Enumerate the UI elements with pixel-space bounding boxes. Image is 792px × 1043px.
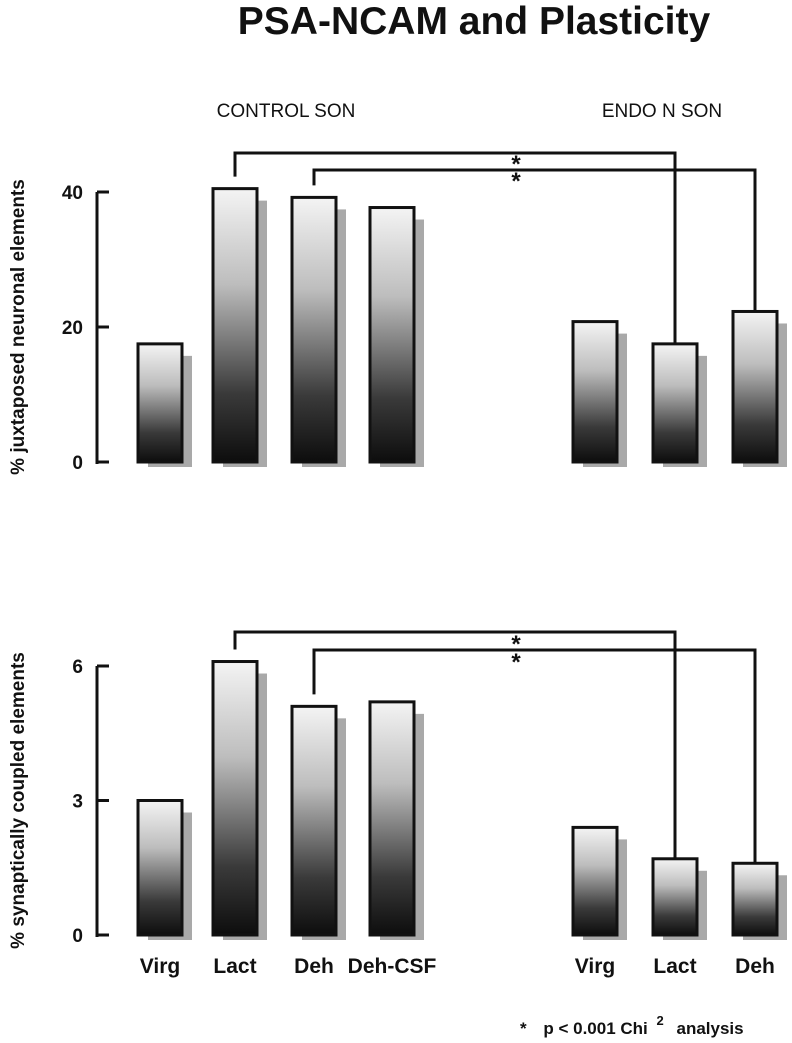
category-label-5: Lact: [653, 955, 696, 978]
category-label-2: Deh: [294, 955, 334, 978]
bar-4: [571, 825, 619, 937]
category-label-4: Virg: [575, 955, 615, 978]
bar-1: [211, 660, 259, 937]
y-tick-label-2: 6: [72, 657, 83, 678]
significance-bracket-0: [233, 630, 677, 859]
y-tick-label-2: 40: [62, 183, 83, 204]
category-label-6: Deh: [735, 955, 775, 978]
bar-6: [731, 861, 779, 937]
footnote: * p < 0.001 Chi 2 analysis: [520, 1010, 744, 1038]
footnote-text: p < 0.001 Chi: [543, 1019, 647, 1038]
bar-5: [651, 857, 699, 937]
bar-0: [136, 342, 184, 464]
category-label-0: Virg: [140, 955, 180, 978]
significance-bracket-1: [312, 648, 757, 864]
y-tick-label-1: 3: [72, 792, 83, 813]
category-label-3: Deh-CSF: [348, 955, 437, 978]
y-tick-label-1: 20: [62, 318, 83, 339]
panel-juxtaposed: % juxtaposed neuronal elements 0 20 40 **: [8, 151, 787, 475]
chart-title: PSA-NCAM and Plasticity: [238, 0, 711, 43]
svg-text:* p < 0.001 Chi 2: * p < 0.001 Chi 2 analysis: [520, 1010, 744, 1038]
y-axis-label: % juxtaposed neuronal elements: [8, 179, 29, 475]
bar-1: [211, 187, 259, 464]
bar-5: [651, 342, 699, 464]
significance-bracket-0: [233, 151, 677, 344]
group-label-endo: ENDO N SON: [602, 101, 722, 122]
group-label-control: CONTROL SON: [217, 101, 356, 122]
y-tick-label-0: 0: [72, 453, 83, 474]
footnote-superscript: 2: [657, 1013, 664, 1028]
significance-star-1: *: [511, 168, 521, 195]
significance-star-0: *: [511, 151, 521, 178]
bar-6: [731, 309, 779, 464]
category-label-1: Lact: [213, 955, 256, 978]
panel-synaptic: % synaptically coupled elements 0 3 6 Virg La…: [8, 630, 787, 978]
significance-star-0: *: [511, 631, 521, 658]
y-axis-label: % synaptically coupled elements: [8, 652, 29, 949]
bar-3: [368, 700, 416, 937]
footnote-suffix: analysis: [676, 1019, 743, 1038]
bar-2: [290, 704, 338, 937]
significance-star-1: *: [511, 649, 521, 676]
footnote-marker: *: [520, 1019, 527, 1038]
significance-bracket-1: [312, 168, 757, 312]
bar-4: [571, 320, 619, 464]
bar-3: [368, 206, 416, 464]
bar-0: [136, 799, 184, 937]
bar-2: [290, 195, 338, 464]
y-tick-label-0: 0: [72, 926, 83, 947]
